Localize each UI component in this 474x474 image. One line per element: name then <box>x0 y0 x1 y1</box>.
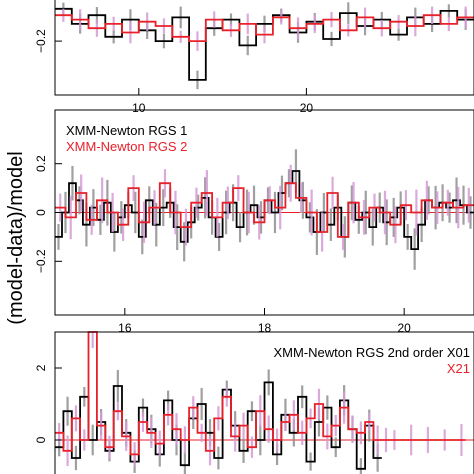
x-tick-label: 16 <box>118 321 132 335</box>
y-tick-label: 0.2 <box>34 155 48 172</box>
y-axis-label: (model-data)/model <box>5 151 27 324</box>
legend-entry-1: XMM-Newton RGS 2 <box>66 139 187 154</box>
y-tick-label: 0 <box>34 436 48 443</box>
series-0 <box>55 2 474 90</box>
series-1 <box>55 331 466 467</box>
y-tick-label: −0.2 <box>34 249 48 273</box>
y-tick-label: −0.2 <box>34 29 48 53</box>
series-line-1 <box>55 182 474 238</box>
series-line-0 <box>55 7 474 81</box>
panel-middle: 16 18 20 −0.2 0 0.2 XMM-Newton RGS 1XMM-Newton… <box>34 109 474 335</box>
plot-frame <box>54 331 474 474</box>
legend-entry-0: XMM-Newton RGS 1 <box>66 123 187 138</box>
series-1 <box>55 164 474 252</box>
series-line-1 <box>55 331 466 456</box>
y-tick-label: 2 <box>34 364 48 371</box>
x-tick-label: 20 <box>397 321 411 335</box>
series-line-1 <box>55 14 474 42</box>
series-1 <box>55 6 474 51</box>
series-line-0 <box>55 381 382 470</box>
x-tick-label: 18 <box>258 321 272 335</box>
x-tick-label: 10 <box>132 101 146 115</box>
y-tick-label: 0 <box>34 209 48 216</box>
legend-entry-1: X21 <box>447 361 470 376</box>
legend-entry-0: XMM-Newton RGS 2nd order X01 <box>273 345 470 360</box>
panel-top: 10 20 −0.2 <box>34 0 474 115</box>
x-tick-label: 20 <box>300 101 314 115</box>
plot-frame <box>54 0 474 96</box>
